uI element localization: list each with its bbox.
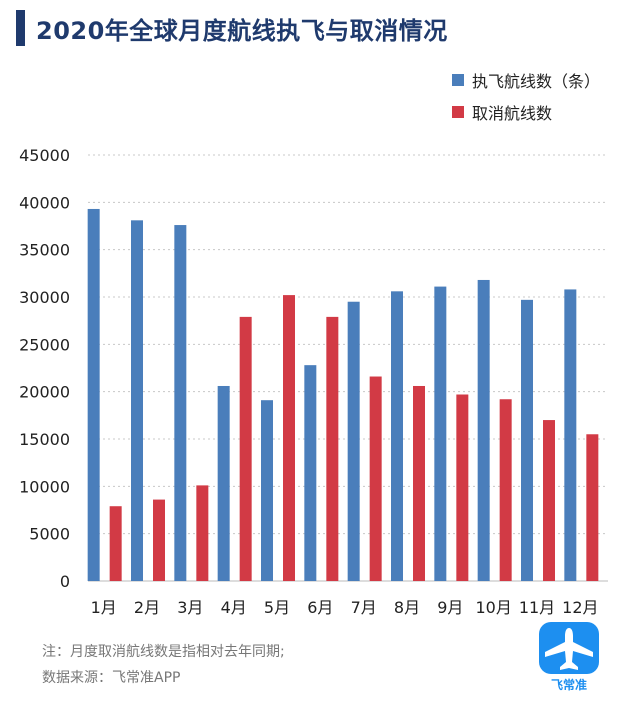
footnote-source: 数据来源：飞常准APP <box>42 670 181 686</box>
bar-cancelled <box>499 399 512 581</box>
bar-operated <box>87 208 100 581</box>
x-tick-label: 8月 <box>394 598 420 617</box>
y-tick-label: 45000 <box>19 146 70 165</box>
x-tick-label: 6月 <box>307 598 333 617</box>
title-row: 2020年全球月度航线执飞与取消情况 <box>16 8 448 48</box>
bar-cancelled <box>543 420 555 581</box>
footnote-note: 注：月度取消航线数是指相对去年同期; <box>42 644 285 660</box>
bar-operated <box>564 289 577 581</box>
bar-cancelled <box>283 295 295 581</box>
bar-cancelled <box>109 506 122 581</box>
x-tick-label: 10月 <box>475 598 511 617</box>
x-tick-label: 1月 <box>91 598 117 617</box>
legend-swatch-cancelled <box>452 106 464 118</box>
bar-cancelled <box>456 394 469 581</box>
app-logo: 飞常准 <box>536 622 602 692</box>
bar-operated <box>391 291 403 581</box>
y-tick-label: 20000 <box>19 383 70 402</box>
legend: 执飞航线数（条） 取消航线数 <box>452 70 600 134</box>
y-tick-label: 15000 <box>19 430 70 449</box>
x-tick-label: 9月 <box>437 598 463 617</box>
legend-label-cancelled: 取消航线数 <box>472 104 553 123</box>
legend-item-cancelled: 取消航线数 <box>452 102 600 123</box>
x-tick-label: 11月 <box>519 598 555 617</box>
legend-item-operated: 执飞航线数（条） <box>452 70 601 91</box>
y-tick-label: 30000 <box>19 288 70 307</box>
y-tick-label: 25000 <box>19 335 70 354</box>
bar-cancelled <box>196 485 209 581</box>
airplane-icon <box>545 628 593 670</box>
bar-cancelled <box>153 499 165 581</box>
bar-cancelled <box>326 316 339 581</box>
bar-operated <box>174 225 187 581</box>
x-tick-label: 7月 <box>351 598 377 617</box>
x-tick-label: 2月 <box>134 598 160 617</box>
legend-label-operated: 执飞航线数（条） <box>472 72 601 91</box>
chart-title: 2020年全球月度航线执飞与取消情况 <box>36 16 448 45</box>
x-tick-label: 5月 <box>264 598 290 617</box>
bar-operated <box>261 400 273 581</box>
bar-operated <box>217 385 230 581</box>
x-tick-label: 4月 <box>221 598 247 617</box>
y-tick-label: 5000 <box>29 525 70 544</box>
y-tick-label: 35000 <box>19 241 70 260</box>
legend-swatch-operated <box>452 74 464 86</box>
bar-operated <box>521 299 533 581</box>
x-tick-label: 3月 <box>177 598 203 617</box>
bar-operated <box>131 220 143 581</box>
bar-cancelled <box>586 434 599 581</box>
y-tick-label: 0 <box>60 572 70 591</box>
bar-cancelled <box>413 385 425 581</box>
bar-operated <box>434 286 447 581</box>
title-accent-bar <box>16 10 25 46</box>
bar-cancelled <box>239 316 252 581</box>
bar-operated <box>477 279 490 581</box>
y-tick-label: 40000 <box>19 193 70 212</box>
logo-background <box>539 622 599 674</box>
bar-operated <box>304 365 317 581</box>
logo-text: 飞常准 <box>550 678 587 692</box>
bar-operated <box>347 301 360 581</box>
x-tick-label: 12月 <box>562 598 598 617</box>
y-tick-label: 10000 <box>19 477 70 496</box>
bar-cancelled <box>369 376 382 581</box>
